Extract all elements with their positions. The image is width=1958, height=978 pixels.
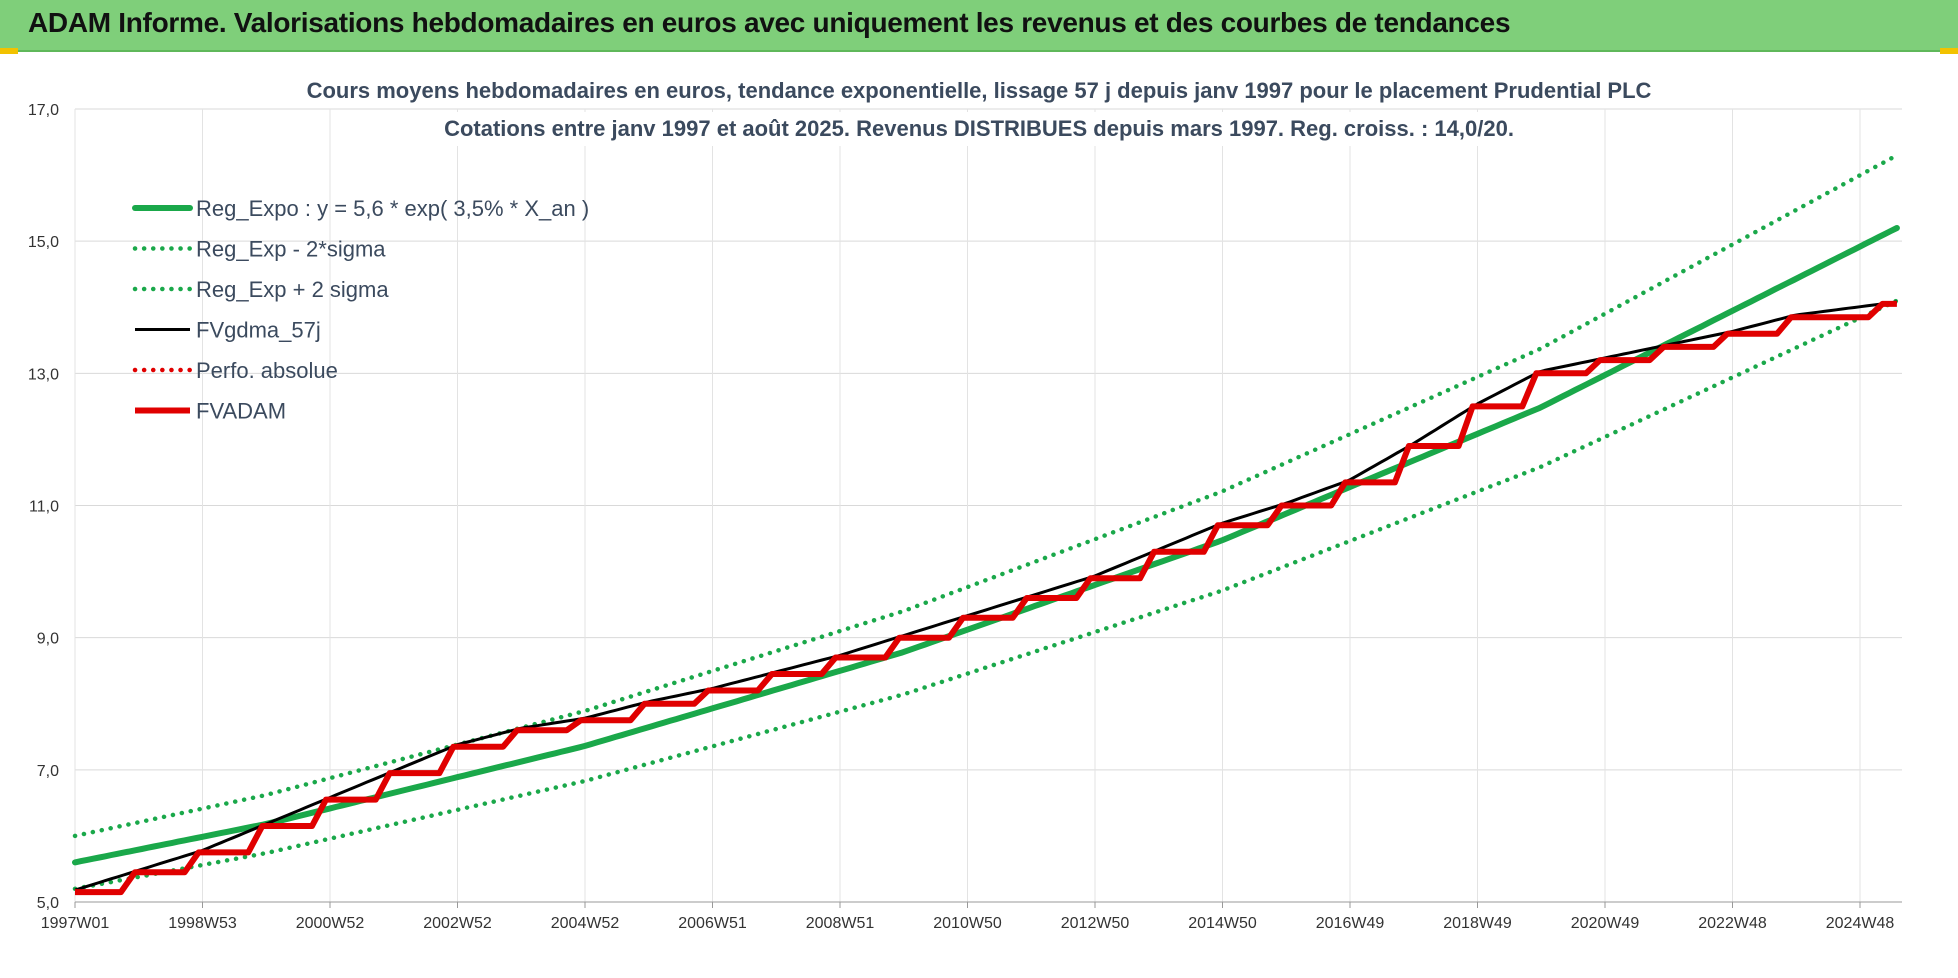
grid: [74, 108, 1902, 903]
series-line-1: [72, 298, 1900, 892]
legend-label: Reg_Expo : y = 5,6 * exp( 3,5% * X_an ): [196, 196, 589, 221]
page-title: ADAM Informe. Valorisations hebdomadaire…: [28, 7, 1511, 38]
x-tick-label: 2006W51: [678, 915, 747, 932]
header-banner: ADAM Informe. Valorisations hebdomadaire…: [0, 0, 1958, 52]
series-layer: [72, 153, 1900, 896]
x-tick-label: 2010W50: [933, 915, 1002, 932]
x-tick-label: 2018W49: [1443, 915, 1512, 932]
series-line-5: [75, 300, 1897, 896]
x-tick-label: 2020W49: [1571, 915, 1640, 932]
series-line-2: [72, 153, 1900, 839]
chart-subtitle: Cotations entre janv 1997 et août 2025. …: [444, 116, 1514, 141]
x-tick-label: 2004W52: [551, 915, 620, 932]
x-tick-label: 2012W50: [1061, 915, 1130, 932]
legend-label: Perfo. absolue: [196, 358, 338, 383]
line-chart: 5,0 7,0 9,0 11,0 13,0 15,0 17,0 1997W01 1998W53 2…: [28, 74, 1902, 932]
x-tick-label: 1997W01: [41, 915, 110, 932]
x-tick-label: 2002W52: [423, 915, 492, 932]
y-tick-label: 5,0: [37, 895, 59, 912]
x-tick-label: 2008W51: [806, 915, 875, 932]
series-line-0: [72, 225, 1900, 866]
chart-title: Cours moyens hebdomadaires en euros, ten…: [307, 78, 1652, 103]
x-tick-label: 2022W48: [1698, 915, 1767, 932]
x-tick-label: 2000W52: [296, 915, 365, 932]
x-tick-label: 1998W53: [168, 915, 237, 932]
axes: 5,0 7,0 9,0 11,0 13,0 15,0 17,0 1997W01 1998W53 2…: [28, 102, 1902, 932]
legend: Reg_Expo : y = 5,6 * exp( 3,5% * X_an ) R…: [132, 196, 589, 424]
series-line-3: [74, 300, 1898, 892]
x-tick-label: 2014W50: [1188, 915, 1257, 932]
y-tick-label: 9,0: [37, 631, 59, 648]
corner-marker: [1940, 48, 1958, 54]
legend-label: Reg_Exp + 2 sigma: [196, 277, 389, 302]
y-tick-label: 15,0: [28, 234, 59, 251]
x-tick-label: 2016W49: [1316, 915, 1385, 932]
y-tick-label: 7,0: [37, 763, 59, 780]
title-background: [300, 74, 1645, 108]
x-tick-label: 2024W48: [1826, 915, 1895, 932]
y-tick-label: 17,0: [28, 102, 59, 119]
y-tick-label: 11,0: [29, 499, 59, 516]
y-tick-label: 13,0: [28, 366, 59, 383]
corner-marker: [0, 48, 18, 54]
legend-label: FVgdma_57j: [196, 318, 321, 343]
chart-title-block: Cours moyens hebdomadaires en euros, ten…: [300, 74, 1652, 146]
legend-label: Reg_Exp - 2*sigma: [196, 237, 386, 262]
legend-label: FVADAM: [196, 399, 286, 424]
subtitle-background: [430, 112, 1520, 146]
